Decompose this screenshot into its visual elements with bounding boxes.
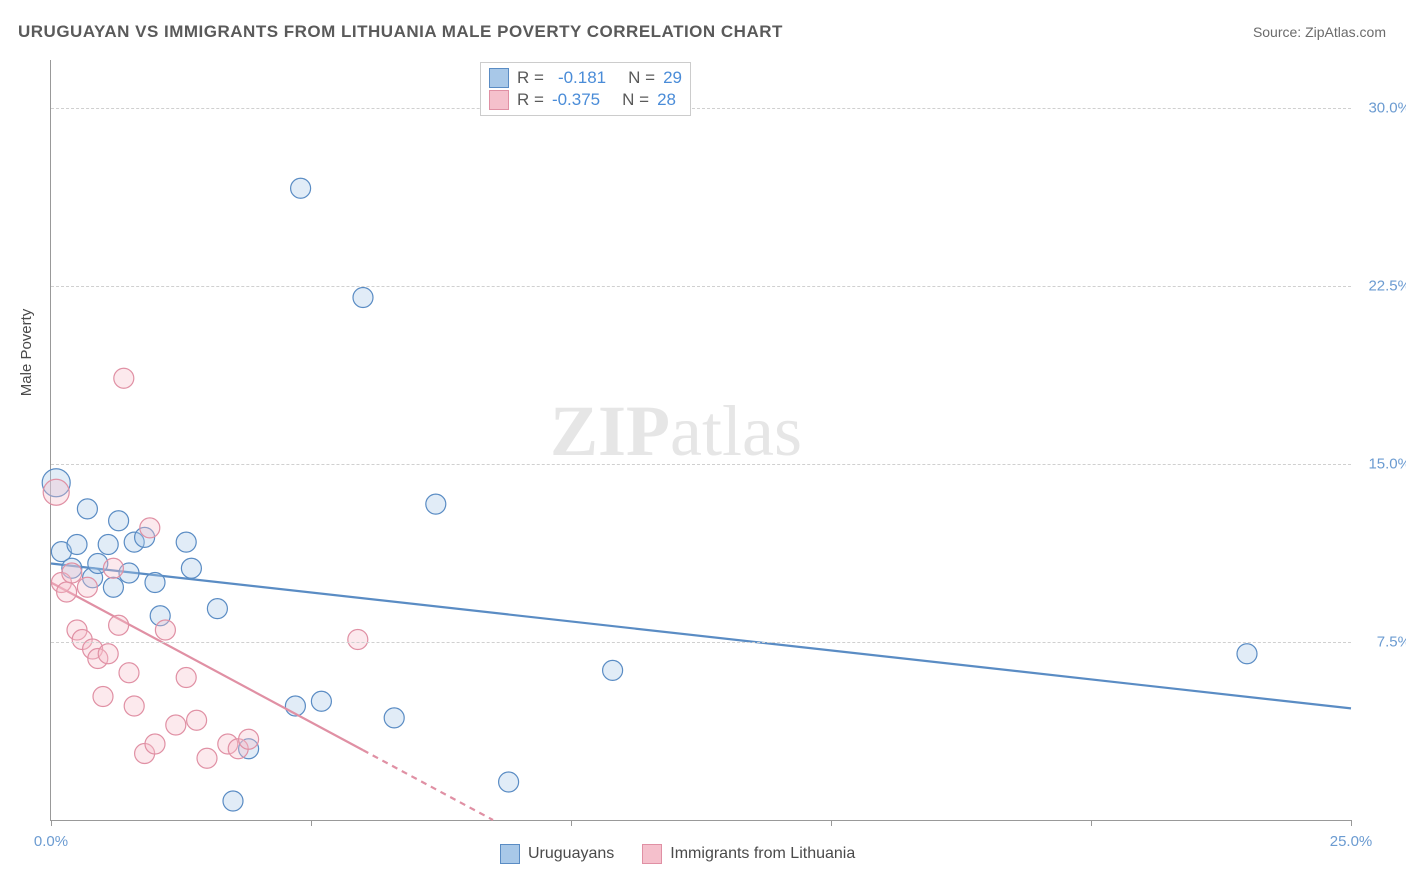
y-axis-label: Male Poverty bbox=[18, 309, 35, 397]
legend-item: Immigrants from Lithuania bbox=[642, 844, 855, 864]
n-value: 28 bbox=[657, 90, 676, 110]
chart-container: URUGUAYAN VS IMMIGRANTS FROM LITHUANIA M… bbox=[0, 0, 1406, 892]
lithuania-swatch bbox=[489, 90, 509, 110]
uruguayan-swatch bbox=[489, 68, 509, 88]
chart-title: URUGUAYAN VS IMMIGRANTS FROM LITHUANIA M… bbox=[18, 22, 783, 42]
plot-area: 7.5%15.0%22.5%30.0%0.0%25.0% bbox=[50, 60, 1351, 821]
scatter-svg bbox=[51, 60, 1351, 820]
legend-label: Uruguayans bbox=[528, 845, 614, 863]
legend-row: R = -0.181 N = 29 bbox=[489, 67, 682, 89]
source-label: Source: ZipAtlas.com bbox=[1253, 24, 1386, 40]
legend-label: Immigrants from Lithuania bbox=[670, 845, 855, 863]
x-tick-label: 25.0% bbox=[1330, 833, 1373, 850]
y-tick-label: 15.0% bbox=[1368, 455, 1406, 472]
n-value: 29 bbox=[663, 68, 682, 88]
x-tick-label: 0.0% bbox=[34, 833, 68, 850]
r-value: -0.181 bbox=[558, 68, 606, 88]
series-legend: Uruguayans Immigrants from Lithuania bbox=[500, 844, 855, 864]
legend-row: R = -0.375 N = 28 bbox=[489, 89, 682, 111]
uruguayan-swatch bbox=[500, 844, 520, 864]
correlation-legend: R = -0.181 N = 29 R = -0.375 N = 28 bbox=[480, 62, 691, 116]
y-tick-label: 7.5% bbox=[1377, 633, 1406, 650]
legend-item: Uruguayans bbox=[500, 844, 614, 864]
r-value: -0.375 bbox=[552, 90, 600, 110]
y-tick-label: 22.5% bbox=[1368, 277, 1406, 294]
y-tick-label: 30.0% bbox=[1368, 99, 1406, 116]
lithuania-swatch bbox=[642, 844, 662, 864]
